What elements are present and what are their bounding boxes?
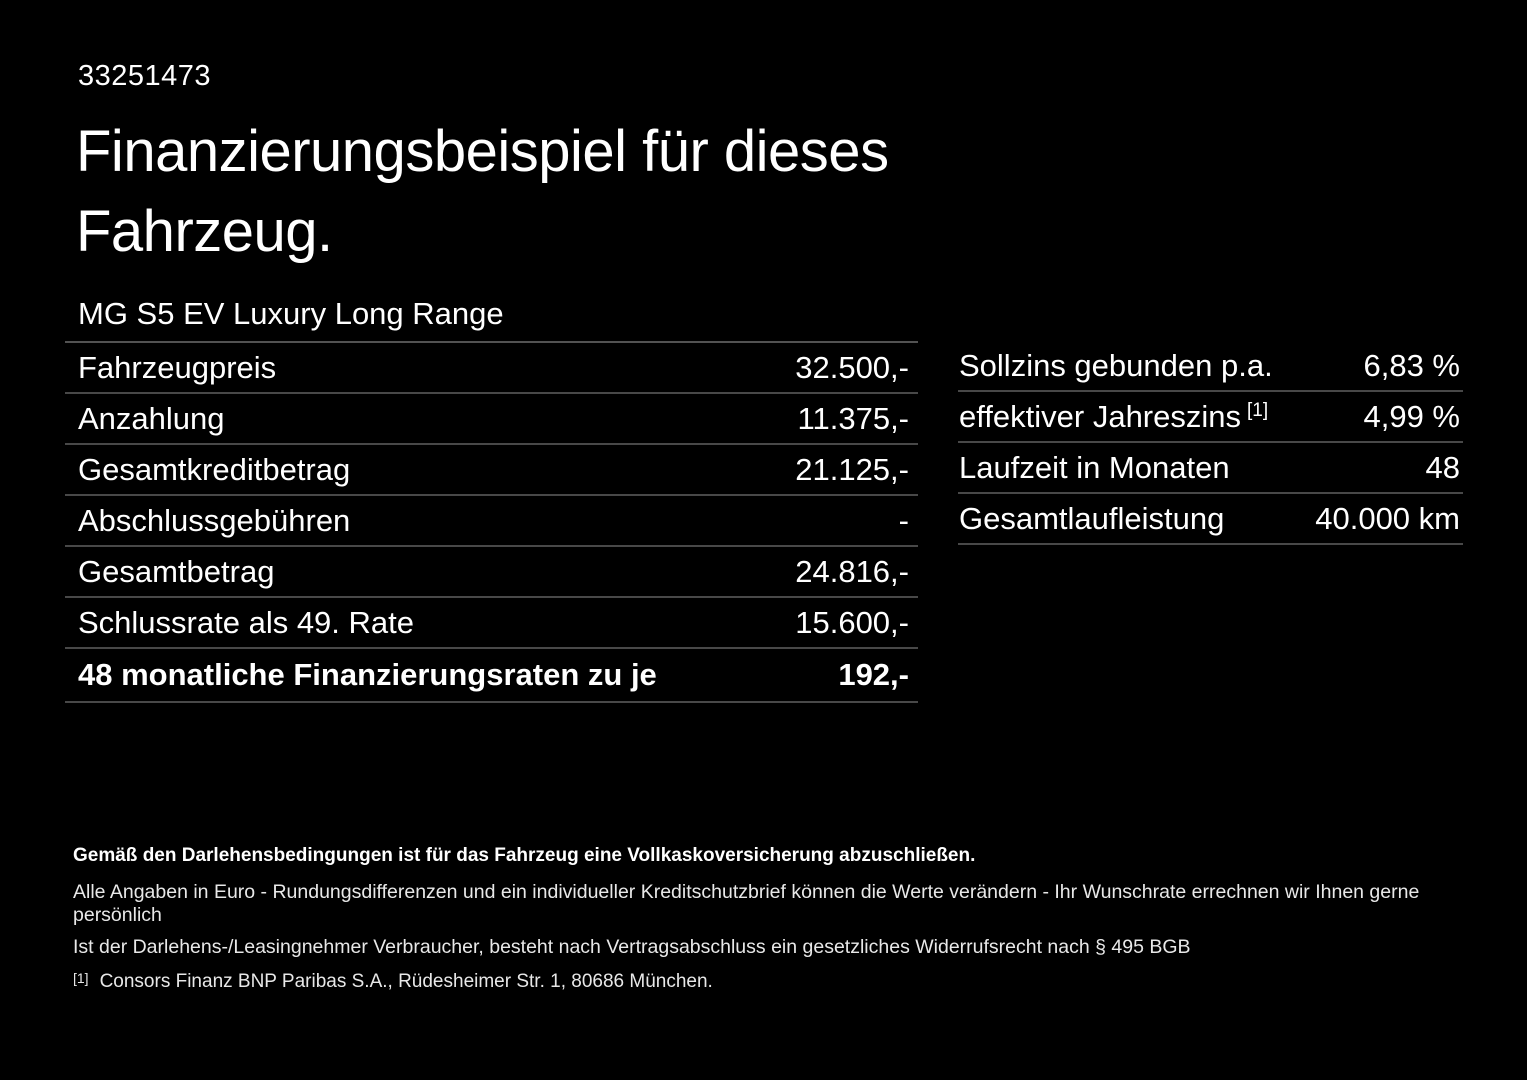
row-label: 48 monatliche Finanzierungsraten zu je <box>78 657 657 692</box>
footnote-reference: [1] <box>1247 399 1269 421</box>
row-label: Fahrzeugpreis <box>78 349 277 385</box>
table-row-fahrzeugpreis: Fahrzeugpreis 32.500,- <box>65 343 918 394</box>
row-value: 32.500,- <box>795 349 909 385</box>
row-value: 6,83 % <box>1363 347 1460 383</box>
table-row-gesamtkreditbetrag: Gesamtkreditbetrag 21.125,- <box>65 445 918 496</box>
footnote-bank: [1] Consors Finanz BNP Paribas S.A., Rüde… <box>73 970 1473 993</box>
financing-table-left: Fahrzeugpreis 32.500,- Anzahlung 11.375,… <box>65 341 918 703</box>
page-title-line1: Finanzierungsbeispiel für dieses <box>76 119 889 184</box>
insurance-note: Gemäß den Darlehensbedingungen ist für d… <box>73 845 976 866</box>
table-row-gesamtbetrag: Gesamtbetrag 24.816,- <box>65 547 918 598</box>
row-value: 4,99 % <box>1363 398 1460 434</box>
row-value: - <box>898 502 909 538</box>
row-label: Schlussrate als 49. Rate <box>78 604 415 640</box>
row-label: Gesamtlaufleistung <box>959 500 1225 536</box>
document-id: 33251473 <box>78 60 212 92</box>
table-row-sollzins: Sollzins gebunden p.a. 6,83 % <box>958 341 1463 392</box>
row-label: Sollzins gebunden p.a. <box>959 347 1273 383</box>
page-title-line2: Fahrzeug. <box>76 199 333 265</box>
table-row-abschlussgebuehren: Abschlussgebühren - <box>65 496 918 547</box>
table-row-gesamtlaufleistung: Gesamtlaufleistung 40.000 km <box>958 494 1463 545</box>
table-row-effektiver-jahreszins: effektiver Jahreszins [1] 4,99 % <box>958 392 1463 443</box>
row-label: Laufzeit in Monaten <box>959 449 1230 485</box>
row-value: 192,- <box>838 657 909 692</box>
row-label: Abschlussgebühren <box>78 502 351 538</box>
table-row-laufzeit: Laufzeit in Monaten 48 <box>958 443 1463 494</box>
euro-disclaimer: Alle Angaben in Euro - Rundungsdifferenz… <box>73 881 1420 926</box>
vehicle-name: MG S5 EV Luxury Long Range <box>78 296 504 331</box>
table-row-monatsrate: 48 monatliche Finanzierungsraten zu je 1… <box>65 649 918 703</box>
row-value: 24.816,- <box>795 553 909 589</box>
row-label: effektiver Jahreszins [1] <box>959 399 1268 435</box>
table-row-anzahlung: Anzahlung 11.375,- <box>65 394 918 445</box>
row-label: Gesamtkreditbetrag <box>78 451 351 487</box>
footnote-text: Consors Finanz BNP Paribas S.A., Rüdeshe… <box>99 971 713 992</box>
financing-table-right: Sollzins gebunden p.a. 6,83 % effektiver… <box>958 341 1463 545</box>
row-value: 15.600,- <box>795 604 909 640</box>
row-label: Gesamtbetrag <box>78 553 275 589</box>
row-value: 48 <box>1425 449 1460 485</box>
page-title: Finanzierungsbeispiel für dieses Fahrzeug… <box>76 112 889 272</box>
footnote-marker: [1] <box>73 970 89 986</box>
footer-notes: Gemäß den Darlehensbedingungen ist für d… <box>73 845 1473 993</box>
row-value: 40.000 km <box>1315 500 1460 536</box>
table-row-schlussrate: Schlussrate als 49. Rate 15.600,- <box>65 598 918 649</box>
row-value: 11.375,- <box>797 400 909 436</box>
row-value: 21.125,- <box>795 451 909 487</box>
row-label: Anzahlung <box>78 400 225 436</box>
row-label-text: effektiver Jahreszins <box>959 398 1241 434</box>
widerrufsrecht-note: Ist der Darlehens-/Leasingnehmer Verbrau… <box>73 936 1191 958</box>
